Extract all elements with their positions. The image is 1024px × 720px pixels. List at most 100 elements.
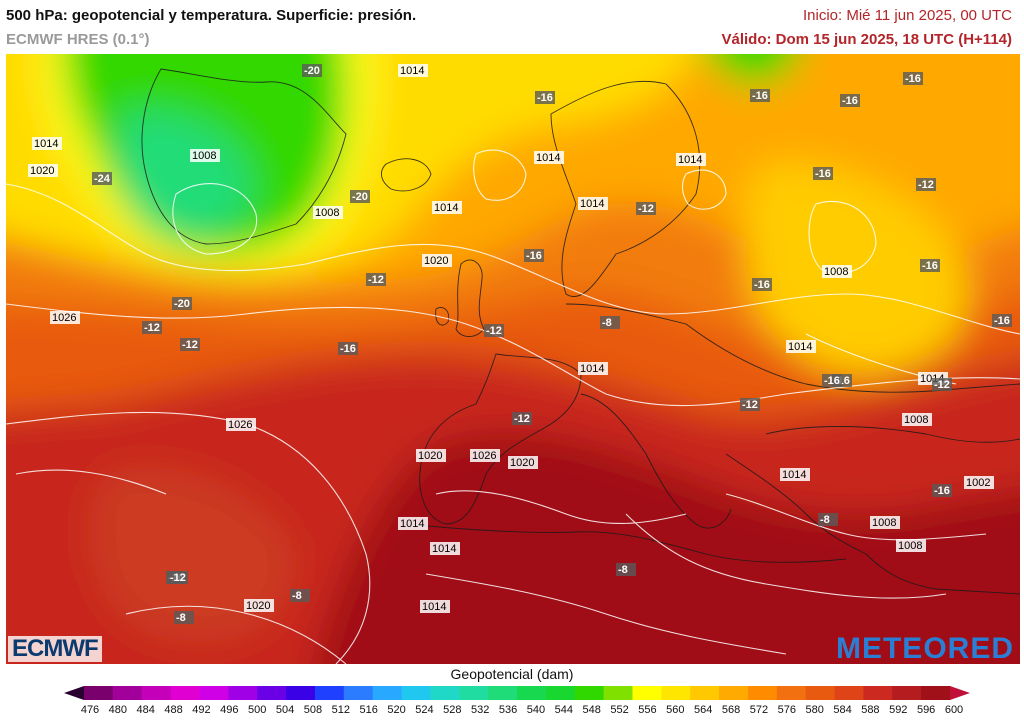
colorbar-tick-label: 556: [638, 704, 657, 716]
colorbar-tick-label: 484: [136, 704, 155, 716]
colorbar-tick-label: 480: [108, 704, 128, 716]
init-time: Inicio: Mié 11 jun 2025, 00 UTC: [803, 7, 1012, 24]
weather-map[interactable]: 1014 1014 1020 1008 1008 1014 1020 1026 1026 1020…: [6, 54, 1020, 664]
svg-text:-8: -8: [602, 317, 612, 329]
isotherm-label: -12: [180, 338, 200, 351]
isotherm-label: -16: [903, 72, 923, 85]
svg-text:1020: 1020: [30, 165, 54, 177]
svg-text:-12: -12: [368, 274, 384, 286]
colorbar-ticks: 476 480 484 488 492 496 500 504 508 512 516 520 524 5…: [0, 704, 1024, 720]
isotherm-label: -8: [818, 513, 838, 526]
svg-text:-16: -16: [526, 250, 542, 262]
isotherm-label: -12: [636, 202, 656, 215]
svg-text:1014: 1014: [782, 469, 806, 481]
colorbar-tick-label: 600: [944, 704, 964, 716]
isotherm-label: -8: [600, 316, 620, 329]
colorbar-segment: [719, 686, 749, 700]
isotherm-label: -20: [350, 190, 370, 203]
isotherm-label: -12: [484, 324, 504, 337]
isobar-label: 1014: [786, 340, 816, 353]
colorbar-segment: [545, 686, 576, 700]
colorbar-tick-label: 568: [721, 704, 741, 716]
isotherm-label: -16: [932, 484, 952, 497]
svg-text:-12: -12: [514, 413, 530, 425]
colorbar-segment: [488, 686, 518, 700]
svg-text:-20: -20: [304, 65, 320, 77]
svg-text:-8: -8: [292, 590, 302, 602]
isobar-label: 1008: [313, 206, 343, 219]
isotherm-label: -12: [740, 398, 760, 411]
svg-text:1014: 1014: [400, 65, 424, 77]
colorbar-segment: [574, 686, 605, 700]
svg-text:1008: 1008: [904, 414, 928, 426]
svg-text:1014: 1014: [580, 363, 604, 375]
colorbar: [64, 686, 970, 700]
isotherm-label: -8: [290, 589, 310, 602]
isobar-label: 1008: [902, 413, 932, 426]
colorbar-segment: [661, 686, 691, 700]
svg-text:1008: 1008: [872, 517, 896, 529]
svg-text:-12: -12: [934, 379, 950, 391]
colorbar-tick-label: 508: [303, 704, 323, 716]
colorbar-tick-label: 488: [164, 704, 183, 716]
colorbar-segment: [286, 686, 316, 700]
svg-text:-12: -12: [918, 179, 934, 191]
ecmwf-logo: ECMWF: [8, 635, 102, 662]
colorbar-tick-label: 540: [526, 704, 546, 716]
svg-text:1014: 1014: [788, 341, 812, 353]
svg-text:-20: -20: [352, 191, 368, 203]
colorbar-tick-label: 548: [582, 704, 601, 716]
isobar-label: 1008: [896, 539, 926, 552]
svg-text:1008: 1008: [192, 150, 216, 162]
svg-text:1008: 1008: [898, 540, 922, 552]
colorbar-segment: [517, 686, 547, 700]
colorbar-title: Geopotencial (dam): [450, 666, 574, 682]
svg-text:-16: -16: [752, 90, 768, 102]
isobar-label: 1014: [676, 153, 706, 166]
svg-text:1026: 1026: [472, 450, 496, 462]
isobar-label: 1014: [534, 151, 564, 164]
isobar-label: 1026: [470, 449, 500, 462]
svg-text:1020: 1020: [246, 600, 270, 612]
colorbar-segment: [747, 686, 778, 700]
colorbar-segment: [314, 686, 345, 700]
svg-text:1020: 1020: [424, 255, 448, 267]
colorbar-tick-label: 516: [359, 704, 378, 716]
isotherm-label: -12: [916, 178, 936, 191]
map-header: 500 hPa: geopotencial y temperatura. Sup…: [0, 0, 1024, 54]
isobar-label: 1014: [578, 362, 608, 375]
svg-text:-12: -12: [486, 325, 502, 337]
colorbar-tick-label: 580: [805, 704, 824, 716]
colorbar-segment: [690, 686, 720, 700]
isotherm-label: -20: [172, 297, 192, 310]
colorbar-tick-label: 576: [777, 704, 796, 716]
isotherm-label: -16: [338, 342, 358, 355]
isotherm-label: -12: [142, 321, 162, 334]
isotherm-label: -16: [920, 259, 940, 272]
svg-text:1020: 1020: [418, 450, 442, 462]
isobar-label: 1008: [190, 149, 220, 162]
isotherm-label: -12: [512, 412, 532, 425]
svg-text:-8: -8: [176, 612, 186, 624]
colorbar-tick-label: 596: [916, 704, 936, 716]
svg-text:-12: -12: [638, 203, 654, 215]
isobar-label: 1026: [226, 418, 256, 431]
isobar-label: 1014: [578, 197, 608, 210]
colorbar-segment: [632, 686, 662, 700]
isobar-label: 1014: [398, 517, 428, 530]
svg-text:-16: -16: [994, 315, 1010, 327]
colorbar-tick-label: 524: [415, 704, 434, 716]
isobar-label: 1026: [50, 311, 80, 324]
isobar-label: 1020: [508, 456, 538, 469]
colorbar-high-arrow: [950, 686, 970, 700]
isotherm-label: -12: [366, 273, 386, 286]
isotherm-label: -8: [616, 563, 636, 576]
colorbar-segment: [459, 686, 489, 700]
svg-text:-16: -16: [905, 73, 921, 85]
svg-text:1014: 1014: [678, 154, 702, 166]
isobar-label: 1008: [822, 265, 852, 278]
svg-text:-24: -24: [94, 173, 111, 185]
isobar-label: 1020: [422, 254, 452, 267]
colorbar-tick-label: 532: [471, 704, 490, 716]
colorbar-segment: [372, 686, 403, 700]
